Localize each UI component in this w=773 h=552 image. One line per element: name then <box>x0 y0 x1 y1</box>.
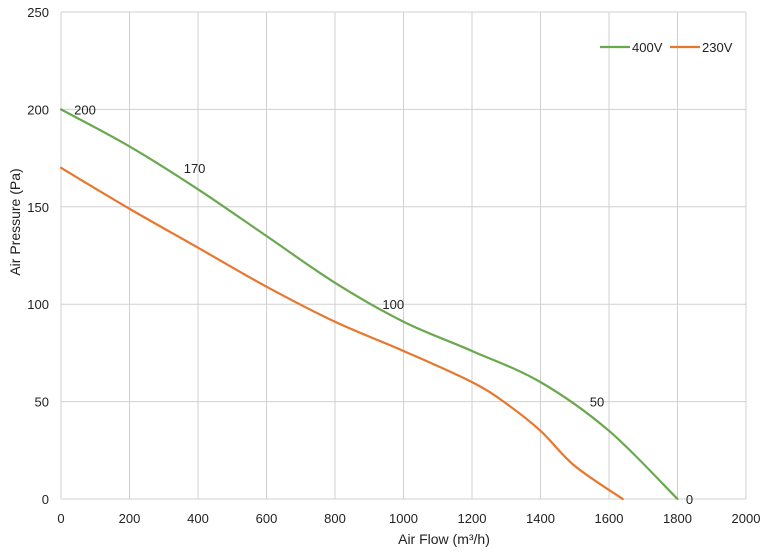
grid <box>60 11 747 500</box>
series-line-230v <box>59 166 624 501</box>
x-tick-label: 1800 <box>663 511 692 526</box>
legend-label-230v: 230V <box>702 40 733 55</box>
data-label: 100 <box>382 297 404 312</box>
x-tick-label: 1200 <box>458 511 487 526</box>
data-label: 200 <box>74 102 96 117</box>
y-tick-label: 250 <box>27 5 49 20</box>
data-label: 0 <box>686 492 693 507</box>
y-tick-label: 100 <box>27 297 49 312</box>
legend: 400V 230V <box>600 40 733 55</box>
x-tick-label: 600 <box>256 511 278 526</box>
x-tick-label: 2000 <box>732 511 761 526</box>
annotations: 200 170 100 50 0 <box>74 102 693 507</box>
y-axis-title: Air Pressure (Pa) <box>7 168 23 275</box>
series-lines <box>59 108 679 501</box>
x-axis-title: Air Flow (m³/h) <box>398 531 490 547</box>
x-tick-label: 1400 <box>526 511 555 526</box>
data-label: 50 <box>590 395 604 410</box>
y-tick-label: 50 <box>35 395 49 410</box>
legend-label-400v: 400V <box>632 40 663 55</box>
x-tick-label: 800 <box>324 511 346 526</box>
y-tick-label: 0 <box>42 492 49 507</box>
x-tick-label: 0 <box>57 511 64 526</box>
series-line-400v <box>59 108 679 501</box>
axes: 0 200 400 600 800 1000 1200 1400 1600 1800 2000050… <box>27 5 760 526</box>
x-tick-label: 400 <box>187 511 209 526</box>
y-tick-label: 150 <box>27 200 49 215</box>
y-tick-label: 200 <box>27 102 49 117</box>
x-tick-label: 1600 <box>595 511 624 526</box>
x-tick-label: 200 <box>119 511 141 526</box>
x-tick-label: 1000 <box>389 511 418 526</box>
data-label: 170 <box>184 161 206 176</box>
